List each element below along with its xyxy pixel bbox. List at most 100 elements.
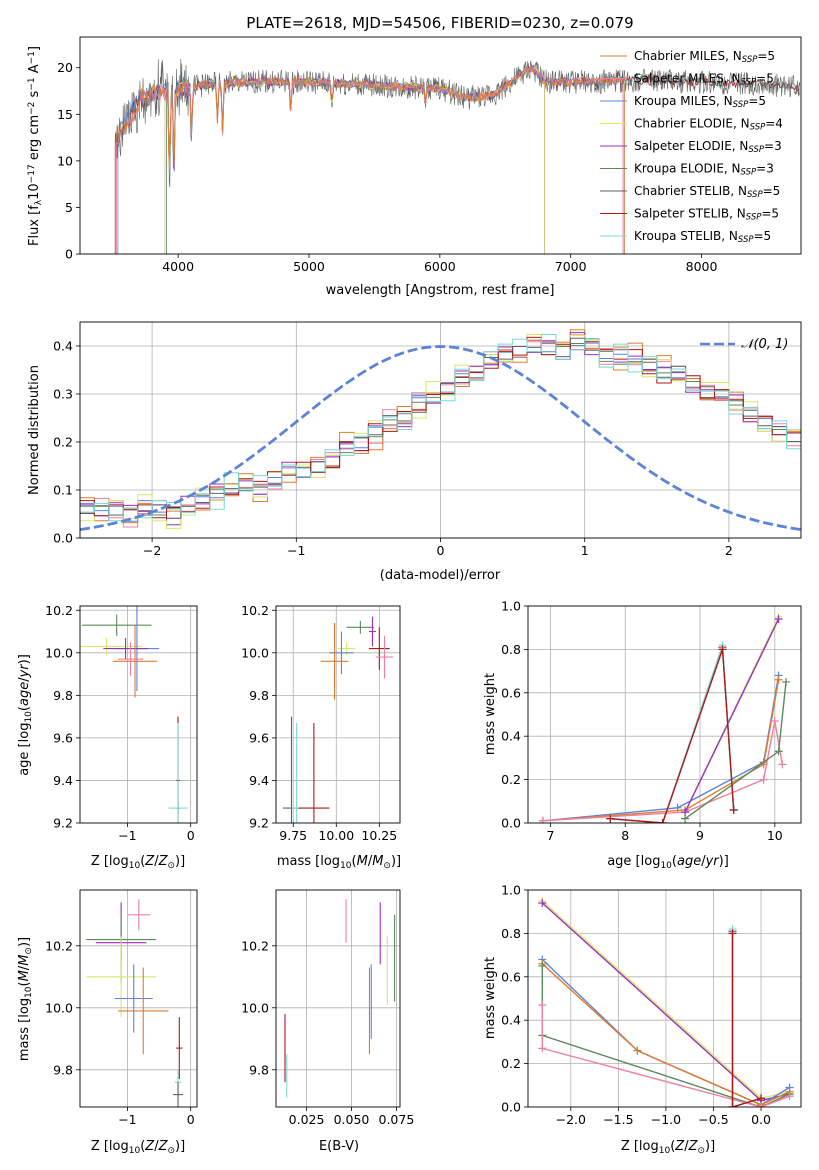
legend-label: Kroupa ELODIE, NSSP=3 (634, 162, 774, 178)
y-tick-label: 0.8 (501, 642, 521, 657)
label-part: M (17, 955, 32, 966)
label-part: ( (17, 706, 32, 711)
label-part: ( (140, 1139, 145, 1154)
x-tick-label: −1 (118, 1112, 136, 1127)
x-tick-label: 10.25 (361, 828, 397, 843)
label-part: ( (672, 854, 677, 869)
x-axis-label: (data-model)/error (380, 568, 501, 583)
legend-label: Salpeter STELIB, NSSP=5 (634, 207, 779, 223)
label-part: −17 (27, 164, 37, 183)
label-part: yr (705, 854, 721, 869)
label-part: 10 (24, 986, 34, 998)
legend-label-main: Kroupa MILES, N (634, 94, 733, 108)
errorbar-point (86, 936, 156, 1018)
weight-line (541, 963, 790, 1106)
gridlines (80, 890, 197, 1107)
label-part: Z (688, 1139, 699, 1154)
x-tick-label: −1.0 (651, 1112, 681, 1127)
legend-label: Chabrier MILES, NSSP=5 (634, 49, 775, 65)
legend-label-main: Salpeter MILES, N (634, 72, 741, 86)
weight-marker (757, 1103, 766, 1107)
label-part: )] (17, 937, 32, 947)
axes-border (79, 605, 198, 824)
x-tick-label: 0.050 (334, 1112, 370, 1127)
x-axis-label: wavelength [Angstrom, rest frame] (326, 283, 555, 298)
errorbar-point (114, 964, 153, 1033)
label-part: 10 (659, 1146, 671, 1156)
y-tick-label: 9.2 (53, 816, 73, 831)
histogram-series (80, 336, 801, 519)
y-tick-label: 0.2 (501, 1056, 521, 1071)
axes-border (527, 889, 802, 1108)
x-tick-label: −2 (143, 543, 161, 558)
weight-marker (728, 929, 737, 938)
weight-marker (728, 1103, 737, 1107)
y-tick-label: 9.6 (53, 730, 73, 745)
label-part: yr (17, 663, 32, 679)
label-part: )] (719, 854, 729, 869)
legend-label-sub: SSP (742, 55, 758, 65)
axes-border (79, 321, 802, 539)
axes-border (79, 889, 198, 1108)
weight-line (610, 649, 735, 823)
y-tick-label: 10.2 (45, 603, 73, 618)
errorbar-point (117, 642, 144, 677)
label-part: −1 (27, 77, 37, 90)
errorbar-point (375, 635, 394, 679)
label-part: ] (27, 46, 42, 51)
legend-label: Salpeter ELODIE, NSSP=3 (634, 139, 782, 155)
legend-label-sub: SSP (741, 78, 757, 88)
gridlines (80, 322, 801, 538)
gridlines (528, 606, 801, 823)
weight-marker (606, 814, 615, 823)
legend-label-sub: SSP (741, 168, 757, 178)
x-tick-label: 1 (581, 543, 589, 558)
weight-marker (782, 677, 791, 686)
histogram-series (80, 334, 801, 528)
gridlines (276, 606, 400, 823)
x-tick-label: 2 (725, 543, 733, 558)
x-axis-label: mass [log10(M/M⊙)] (277, 854, 401, 871)
gridlines (276, 890, 400, 1107)
gridlines (80, 606, 197, 823)
label-part: 10 (129, 861, 141, 871)
x-tick-label: 7000 (555, 259, 587, 274)
y-tick-label: 0.2 (501, 772, 521, 787)
x-tick-label: 10 (767, 828, 783, 843)
x-tick-label: 4000 (162, 259, 194, 274)
label-part: mass [log (277, 854, 340, 869)
label-part: ( (140, 854, 145, 869)
legend-label-suffix: =5 (761, 207, 779, 221)
weight-marker (718, 645, 727, 654)
label-part: ⊙ (383, 861, 391, 871)
axis-frame: 4000 5000 6000 7000 8000 0 5 10 15 20 (57, 60, 717, 274)
label-part: / (154, 854, 159, 869)
y-tick-label: 10 (57, 153, 73, 168)
y-axis-label: mass weight (483, 673, 498, 755)
label-part: λ (34, 199, 44, 205)
legend-label-main: Kroupa ELODIE, N (634, 162, 741, 176)
figure-title: PLATE=2618, MJD=54506, FIBERID=0230, z=0… (246, 14, 633, 32)
y-tick-label: 0.4 (53, 339, 73, 354)
legend-label-suffix: =5 (748, 94, 766, 108)
plot-area (528, 606, 801, 823)
legend-label-suffix: =5 (756, 72, 774, 86)
y-tick-label: 1.0 (501, 883, 521, 898)
axes-age-vs-Z: −1 09.29.49.69.810.010.2Z [log10(Z/Z⊙)]ag… (17, 603, 198, 871)
label-part: ⊙ (167, 861, 175, 871)
legend-label-sub: SSP (748, 145, 764, 155)
label-part: )] (705, 1139, 715, 1154)
errorbar-point (320, 623, 349, 700)
x-tick-label: 5000 (293, 259, 325, 274)
weight-line (542, 675, 780, 822)
label-part: age (677, 854, 701, 869)
weight-line (731, 931, 762, 1107)
x-axis-label: Z [log10(Z/Z⊙)] (91, 854, 185, 871)
axes-residuals: −2 −1 0 1 2 0.0 0.1 0.2 0.3 0.4 𝒩(0, 1) (data-model… (27, 321, 802, 583)
legend-label-sub: SSP (738, 235, 754, 245)
legend-label: Kroupa MILES, NSSP=5 (634, 94, 766, 110)
legend-label-main: Kroupa STELIB, N (634, 229, 738, 243)
x-tick-label: 6000 (424, 259, 456, 274)
y-axis-label: age [log10(age/yr)] (17, 654, 34, 776)
weight-marker (759, 775, 768, 784)
